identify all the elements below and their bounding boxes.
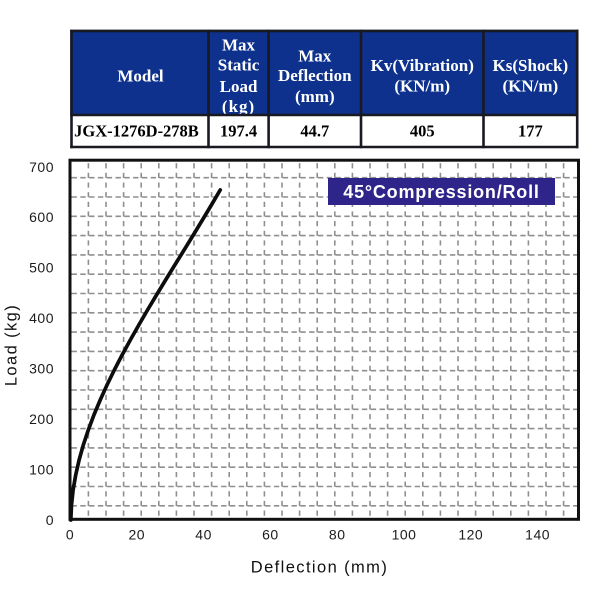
svg-text:100: 100 <box>392 527 417 543</box>
svg-text:Load (kg): Load (kg) <box>3 304 21 386</box>
svg-text:0: 0 <box>66 527 74 543</box>
svg-text:Max: Max <box>222 36 256 55</box>
svg-text:197.4: 197.4 <box>220 121 257 140</box>
svg-text:120: 120 <box>458 527 483 543</box>
svg-text:(KN/m): (KN/m) <box>502 76 558 95</box>
svg-text:600: 600 <box>29 209 54 225</box>
svg-text:100: 100 <box>29 461 54 477</box>
svg-text:400: 400 <box>29 310 54 326</box>
svg-text:20: 20 <box>129 527 146 543</box>
svg-text:Load: Load <box>220 77 258 96</box>
svg-text:80: 80 <box>329 527 346 543</box>
svg-text:300: 300 <box>29 361 54 377</box>
svg-text:Kv(Vibration): Kv(Vibration) <box>371 56 474 75</box>
svg-text:Max: Max <box>298 46 332 65</box>
svg-text:44.7: 44.7 <box>300 121 329 140</box>
svg-text:40: 40 <box>195 527 212 543</box>
svg-text:45°Compression/Roll: 45°Compression/Roll <box>343 182 539 202</box>
svg-text:Deflection: Deflection <box>278 66 352 85</box>
svg-text:JGX-1276D-278B: JGX-1276D-278B <box>74 121 199 140</box>
svg-text:700: 700 <box>29 159 54 175</box>
svg-text:Static: Static <box>218 55 260 74</box>
svg-text:Model: Model <box>117 67 164 86</box>
svg-text:200: 200 <box>29 411 54 427</box>
svg-text:(KN/m): (KN/m) <box>394 76 450 95</box>
svg-text:405: 405 <box>410 121 435 140</box>
svg-text:0: 0 <box>46 512 54 528</box>
svg-text:Deflection (mm): Deflection (mm) <box>251 559 388 577</box>
svg-text:140: 140 <box>525 527 550 543</box>
svg-text:500: 500 <box>29 260 54 276</box>
svg-text:60: 60 <box>262 527 279 543</box>
svg-text:177: 177 <box>518 121 543 140</box>
svg-text:Ks(Shock): Ks(Shock) <box>493 56 569 75</box>
svg-text:(kg): (kg) <box>222 97 255 116</box>
svg-text:(mm): (mm) <box>295 87 335 106</box>
